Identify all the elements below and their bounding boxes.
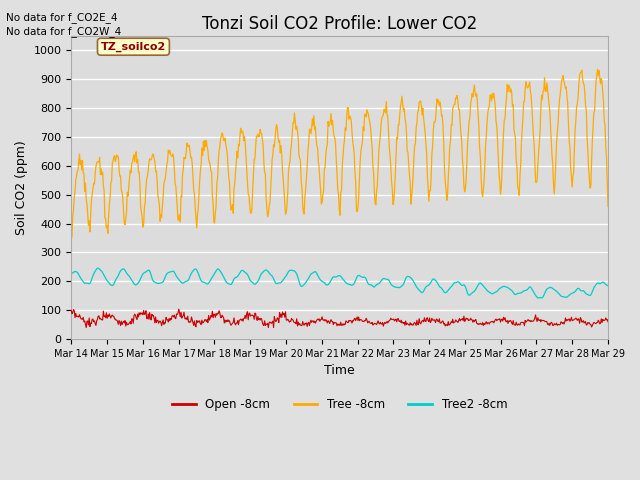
Open -8cm [604,319,612,324]
Line: Tree2 -8cm: Tree2 -8cm [71,268,608,298]
Tree -8cm [405,161,413,167]
Open -8cm [77,316,85,322]
Open -8cm [67,308,75,313]
Open -8cm [83,324,90,330]
Tree2 -8cm [188,270,195,276]
Y-axis label: Soil CO2 (ppm): Soil CO2 (ppm) [15,140,28,235]
Tree2 -8cm [604,283,612,288]
Tree2 -8cm [535,295,543,301]
Text: TZ_soilco2: TZ_soilco2 [100,42,166,52]
Tree -8cm [420,122,428,128]
Line: Open -8cm: Open -8cm [71,309,608,327]
Tree2 -8cm [77,276,85,281]
Tree -8cm [604,204,612,209]
Tree2 -8cm [421,285,429,291]
Tree -8cm [215,147,223,153]
Text: No data for f_CO2E_4: No data for f_CO2E_4 [6,12,118,23]
Tree -8cm [187,155,195,160]
Tree -8cm [67,237,75,242]
Tree2 -8cm [216,268,223,274]
Open -8cm [133,316,141,322]
Text: No data for f_CO2W_4: No data for f_CO2W_4 [6,26,122,37]
Line: Tree -8cm: Tree -8cm [71,69,608,240]
Open -8cm [422,319,429,324]
Title: Tonzi Soil CO2 Profile: Lower CO2: Tonzi Soil CO2 Profile: Lower CO2 [202,15,477,33]
Tree2 -8cm [133,281,141,287]
Tree2 -8cm [406,274,413,280]
Tree2 -8cm [67,271,75,276]
Tree -8cm [594,66,602,72]
Tree -8cm [77,157,85,163]
Open -8cm [406,320,414,325]
X-axis label: Time: Time [324,364,355,377]
Tree2 -8cm [94,265,102,271]
Legend: Open -8cm, Tree -8cm, Tree2 -8cm: Open -8cm, Tree -8cm, Tree2 -8cm [168,394,512,416]
Tree -8cm [132,149,140,155]
Open -8cm [188,317,196,323]
Open -8cm [175,306,182,312]
Open -8cm [217,314,225,320]
